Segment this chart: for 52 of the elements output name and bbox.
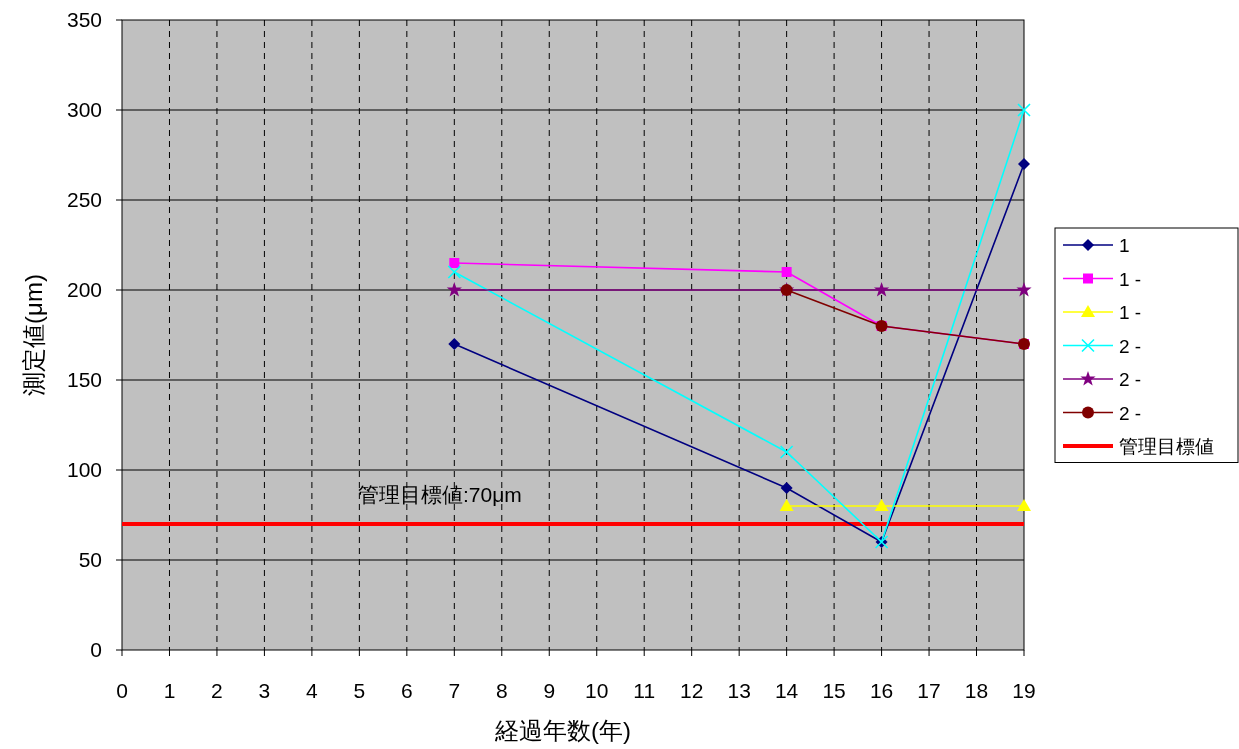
x-tick-label: 7 (448, 679, 461, 702)
legend-label: 1 (1119, 235, 1130, 256)
x-tick-label: 9 (543, 679, 556, 702)
x-tick-label: 17 (917, 679, 941, 702)
x-tick-label: 2 (211, 679, 223, 702)
x-tick-label: 1 (163, 679, 176, 702)
point (781, 267, 792, 277)
x-tick-label: 19 (1012, 679, 1036, 702)
point (1018, 158, 1030, 170)
point (1017, 499, 1031, 511)
point (447, 265, 462, 279)
x-tick-label: 10 (585, 679, 609, 702)
legend-label: 1 - (1119, 268, 1142, 290)
x-tick-label: 11 (633, 679, 656, 702)
legend-label: 2 - (1119, 335, 1142, 357)
y-tick-label: 200 (66, 278, 102, 301)
y-tick-label: 350 (66, 8, 102, 31)
x-tick-label: 8 (495, 679, 508, 702)
x-tick-label: 16 (869, 679, 894, 702)
point (446, 282, 462, 297)
x-tick-label: 4 (306, 679, 319, 702)
x-tick-label: 14 (774, 679, 799, 702)
point (874, 499, 889, 511)
point (1017, 103, 1031, 117)
x-tick-label: 0 (116, 679, 128, 702)
point (779, 499, 794, 511)
x-tick-label: 6 (401, 679, 413, 702)
point (1016, 282, 1032, 297)
x-tick-label: 5 (353, 679, 366, 702)
x-tick-label: 12 (680, 679, 704, 702)
x-tick-label: 3 (258, 679, 271, 702)
legend-label: 管理目標値 (1119, 436, 1214, 457)
y-tick-label: 100 (66, 458, 102, 481)
y-tick-label: 150 (66, 368, 102, 391)
y-axis-title: 測定値(μm) (20, 274, 47, 396)
y-tick-label: 300 (66, 98, 102, 121)
x-tick-label: 13 (727, 679, 751, 702)
annotation: 管理目標値:70μm (358, 483, 522, 506)
point (449, 258, 460, 268)
x-tick-label: 18 (964, 679, 989, 702)
legend-label: 1 - (1119, 302, 1142, 323)
point (873, 282, 890, 297)
y-tick-label: 50 (78, 548, 102, 571)
point (780, 482, 793, 494)
y-tick-label: 0 (90, 638, 102, 661)
x-axis-title: 経過年数(年) (494, 717, 631, 744)
point (779, 445, 794, 459)
legend-label: 2 - (1119, 402, 1142, 424)
x-tick-label: 15 (822, 679, 846, 702)
point (448, 338, 461, 350)
legend-label: 2 - (1119, 369, 1142, 390)
y-tick-label: 250 (66, 188, 102, 211)
